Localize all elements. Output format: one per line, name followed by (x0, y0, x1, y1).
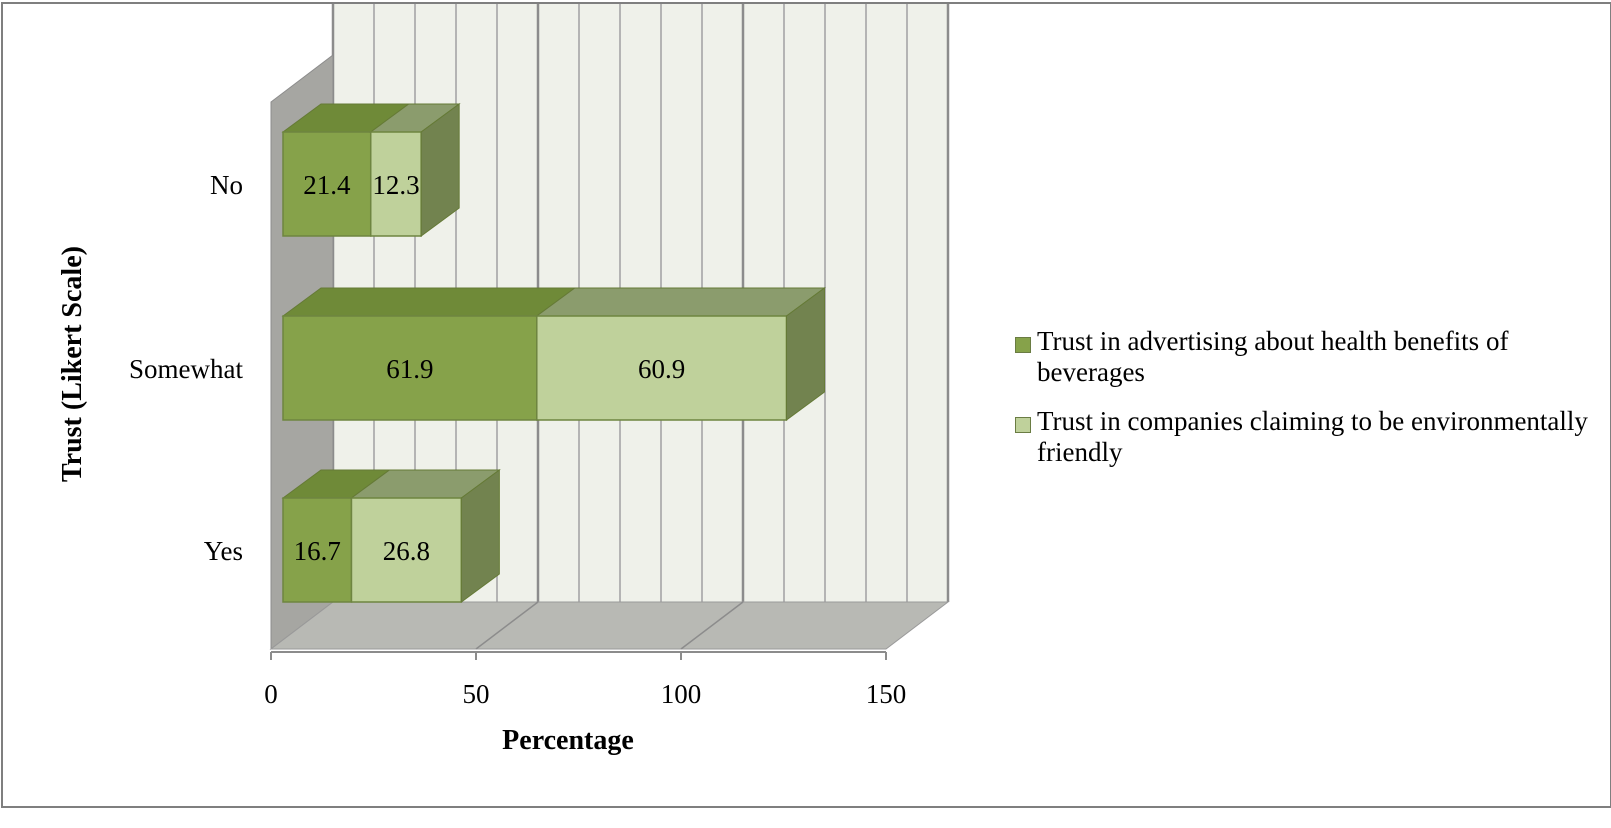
bar-segment (536, 315, 788, 421)
y-tick-label: No (210, 170, 243, 200)
bar-segment (282, 315, 538, 421)
y-axis-label: Trust (Likert Scale) (57, 246, 88, 482)
bar-side (785, 287, 825, 421)
data-label: 61.9 (386, 354, 433, 384)
bar-segment (350, 497, 463, 603)
chart-plot: 0 50 100 150 Percentage Trust (Likert Scale) N… (57, 4, 950, 756)
legend-label: Trust in companies claiming to be enviro… (1037, 406, 1588, 467)
chart-frame: 0 50 100 150 Percentage Trust (Likert Scale) N… (1, 2, 1611, 808)
floor-gridline (475, 601, 539, 650)
x-tick-label: 150 (866, 679, 907, 709)
bar-segment (282, 497, 353, 603)
data-label: 16.7 (294, 536, 341, 566)
data-label: 21.4 (303, 170, 351, 200)
floor (269, 601, 950, 650)
bar-top (281, 287, 577, 317)
y-tick-label: Somewhat (129, 354, 243, 384)
data-label: 60.9 (638, 354, 685, 384)
bar-side (460, 469, 500, 603)
x-tick-label: 50 (463, 679, 490, 709)
x-tick-label: 100 (661, 679, 702, 709)
legend-item: Trust in companies claiming to be enviro… (1015, 406, 1610, 468)
x-tick-label: 0 (264, 679, 278, 709)
legend-swatch (1015, 417, 1031, 433)
data-label: 12.3 (372, 170, 419, 200)
y-tick-label: Yes (204, 536, 243, 566)
data-label: 26.8 (383, 536, 430, 566)
bar-side (420, 103, 460, 237)
legend-swatch (1015, 337, 1031, 353)
floor-gridline (680, 601, 744, 650)
bar-segment (282, 131, 372, 237)
bar-segment (369, 131, 422, 237)
legend-item: Trust in advertising about health benefi… (1015, 326, 1610, 388)
legend-label: Trust in advertising about health benefi… (1037, 326, 1509, 387)
x-axis-label: Percentage (502, 725, 634, 756)
bar-top (535, 287, 827, 317)
legend: Trust in advertising about health benefi… (1015, 326, 1610, 486)
